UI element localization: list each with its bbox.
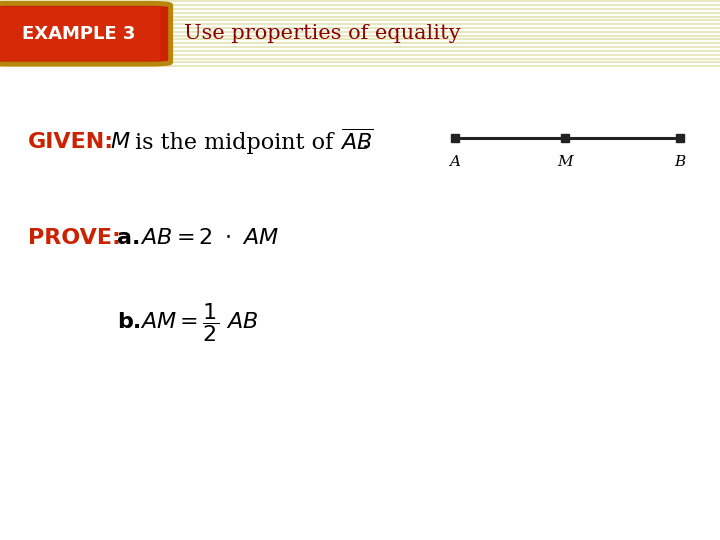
Text: $M$: $M$ — [110, 132, 130, 153]
FancyBboxPatch shape — [0, 3, 171, 64]
FancyBboxPatch shape — [0, 6, 161, 60]
Text: $AM = \dfrac{1}{2}\ AB$: $AM = \dfrac{1}{2}\ AB$ — [140, 301, 258, 344]
Text: Use properties of equality: Use properties of equality — [184, 24, 460, 43]
Text: .: . — [362, 132, 369, 153]
Text: $\overline{AB}$: $\overline{AB}$ — [340, 130, 374, 155]
Text: M: M — [557, 156, 573, 170]
Text: A: A — [449, 156, 461, 170]
Text: b.: b. — [117, 313, 141, 333]
Text: EXAMPLE 3: EXAMPLE 3 — [22, 25, 135, 43]
Text: a.: a. — [117, 227, 140, 247]
Text: GIVEN:: GIVEN: — [28, 132, 114, 152]
Text: B: B — [675, 156, 685, 170]
Text: is the midpoint of: is the midpoint of — [128, 132, 341, 153]
Text: PROVE:: PROVE: — [28, 227, 121, 247]
Text: $AB = 2\ \cdot\ AM$: $AB = 2\ \cdot\ AM$ — [140, 226, 279, 248]
